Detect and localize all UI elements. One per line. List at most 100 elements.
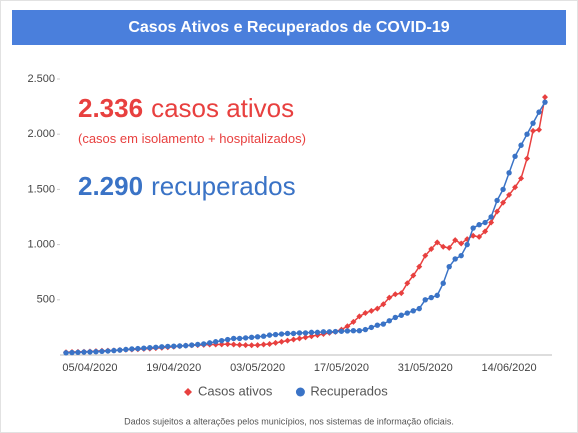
annotation: (casos em isolamento + hospitalizados) bbox=[78, 131, 306, 146]
point bbox=[260, 341, 267, 348]
point bbox=[440, 243, 447, 250]
annotation-text: recuperados bbox=[151, 171, 296, 201]
point bbox=[320, 329, 327, 335]
point bbox=[284, 330, 291, 337]
point bbox=[416, 263, 423, 270]
point bbox=[278, 331, 285, 337]
point bbox=[374, 322, 381, 328]
point bbox=[356, 313, 363, 320]
x-tick-label: 03/05/2020 bbox=[230, 362, 285, 374]
point bbox=[242, 335, 249, 341]
point bbox=[542, 99, 548, 105]
point bbox=[212, 339, 219, 345]
point bbox=[147, 345, 153, 351]
point bbox=[362, 326, 369, 333]
point bbox=[350, 328, 357, 334]
point bbox=[452, 237, 459, 244]
point bbox=[512, 153, 518, 159]
point bbox=[392, 291, 399, 298]
point bbox=[344, 323, 351, 330]
point bbox=[536, 109, 542, 115]
point bbox=[242, 342, 249, 349]
legend-label: Casos ativos bbox=[198, 383, 273, 398]
point bbox=[380, 321, 387, 327]
point bbox=[530, 127, 537, 134]
point bbox=[518, 175, 525, 182]
point bbox=[386, 294, 393, 301]
point bbox=[494, 208, 501, 215]
y-tick-label: 1.000 bbox=[27, 239, 55, 251]
point bbox=[290, 330, 297, 337]
point bbox=[183, 342, 189, 349]
point bbox=[524, 131, 530, 137]
point bbox=[236, 335, 243, 342]
note: Dados sujeitos a alterações pelos municí… bbox=[124, 416, 454, 426]
point bbox=[518, 142, 524, 148]
point bbox=[254, 342, 261, 349]
point bbox=[506, 170, 512, 176]
point bbox=[338, 328, 345, 334]
point bbox=[254, 334, 261, 340]
legend-marker bbox=[295, 387, 305, 397]
point bbox=[195, 341, 201, 348]
point bbox=[266, 332, 273, 338]
point bbox=[362, 310, 369, 317]
point bbox=[105, 348, 111, 354]
point bbox=[506, 191, 513, 198]
point bbox=[81, 349, 87, 355]
point bbox=[446, 263, 452, 270]
point bbox=[488, 214, 494, 220]
point bbox=[332, 328, 339, 335]
point bbox=[446, 244, 453, 251]
point bbox=[326, 329, 333, 335]
point bbox=[350, 318, 357, 325]
point bbox=[153, 344, 159, 350]
point bbox=[374, 305, 381, 312]
point bbox=[398, 312, 404, 318]
chart-title: Casos Ativos e Recuperados de COVID-19 bbox=[128, 19, 449, 36]
point bbox=[224, 336, 231, 343]
point bbox=[177, 343, 183, 349]
point bbox=[230, 335, 237, 342]
point bbox=[494, 197, 500, 204]
point bbox=[111, 347, 117, 354]
title-bar bbox=[12, 10, 566, 45]
point bbox=[422, 297, 428, 303]
point bbox=[93, 348, 99, 355]
y-tick-label: 2.500 bbox=[27, 73, 55, 85]
legend-label: Recuperados bbox=[310, 383, 388, 398]
point bbox=[165, 343, 171, 350]
point bbox=[410, 272, 417, 279]
point bbox=[500, 199, 507, 206]
point bbox=[117, 347, 123, 353]
point bbox=[314, 329, 321, 336]
point bbox=[218, 337, 225, 344]
point bbox=[512, 184, 519, 191]
x-tick-label: 19/04/2020 bbox=[146, 362, 201, 374]
point bbox=[63, 350, 69, 356]
point bbox=[380, 301, 387, 308]
point bbox=[308, 333, 315, 340]
annotation: 2.336 casos ativos bbox=[78, 93, 294, 123]
point bbox=[404, 280, 411, 287]
point bbox=[207, 340, 213, 346]
point bbox=[416, 305, 422, 312]
annotation-text: (casos em isolamento + hospitalizados) bbox=[78, 131, 306, 146]
point bbox=[356, 328, 363, 334]
point bbox=[482, 228, 489, 235]
point bbox=[428, 294, 434, 301]
point bbox=[129, 346, 135, 352]
point bbox=[87, 349, 93, 355]
point bbox=[302, 334, 309, 341]
point bbox=[308, 329, 315, 336]
point bbox=[135, 345, 141, 352]
annotation-text: casos ativos bbox=[151, 93, 294, 123]
point bbox=[368, 307, 375, 314]
point bbox=[404, 310, 410, 316]
point bbox=[201, 341, 207, 347]
point bbox=[248, 342, 255, 349]
x-tick-label: 31/05/2020 bbox=[398, 362, 453, 374]
point bbox=[530, 120, 536, 126]
point bbox=[392, 314, 399, 321]
